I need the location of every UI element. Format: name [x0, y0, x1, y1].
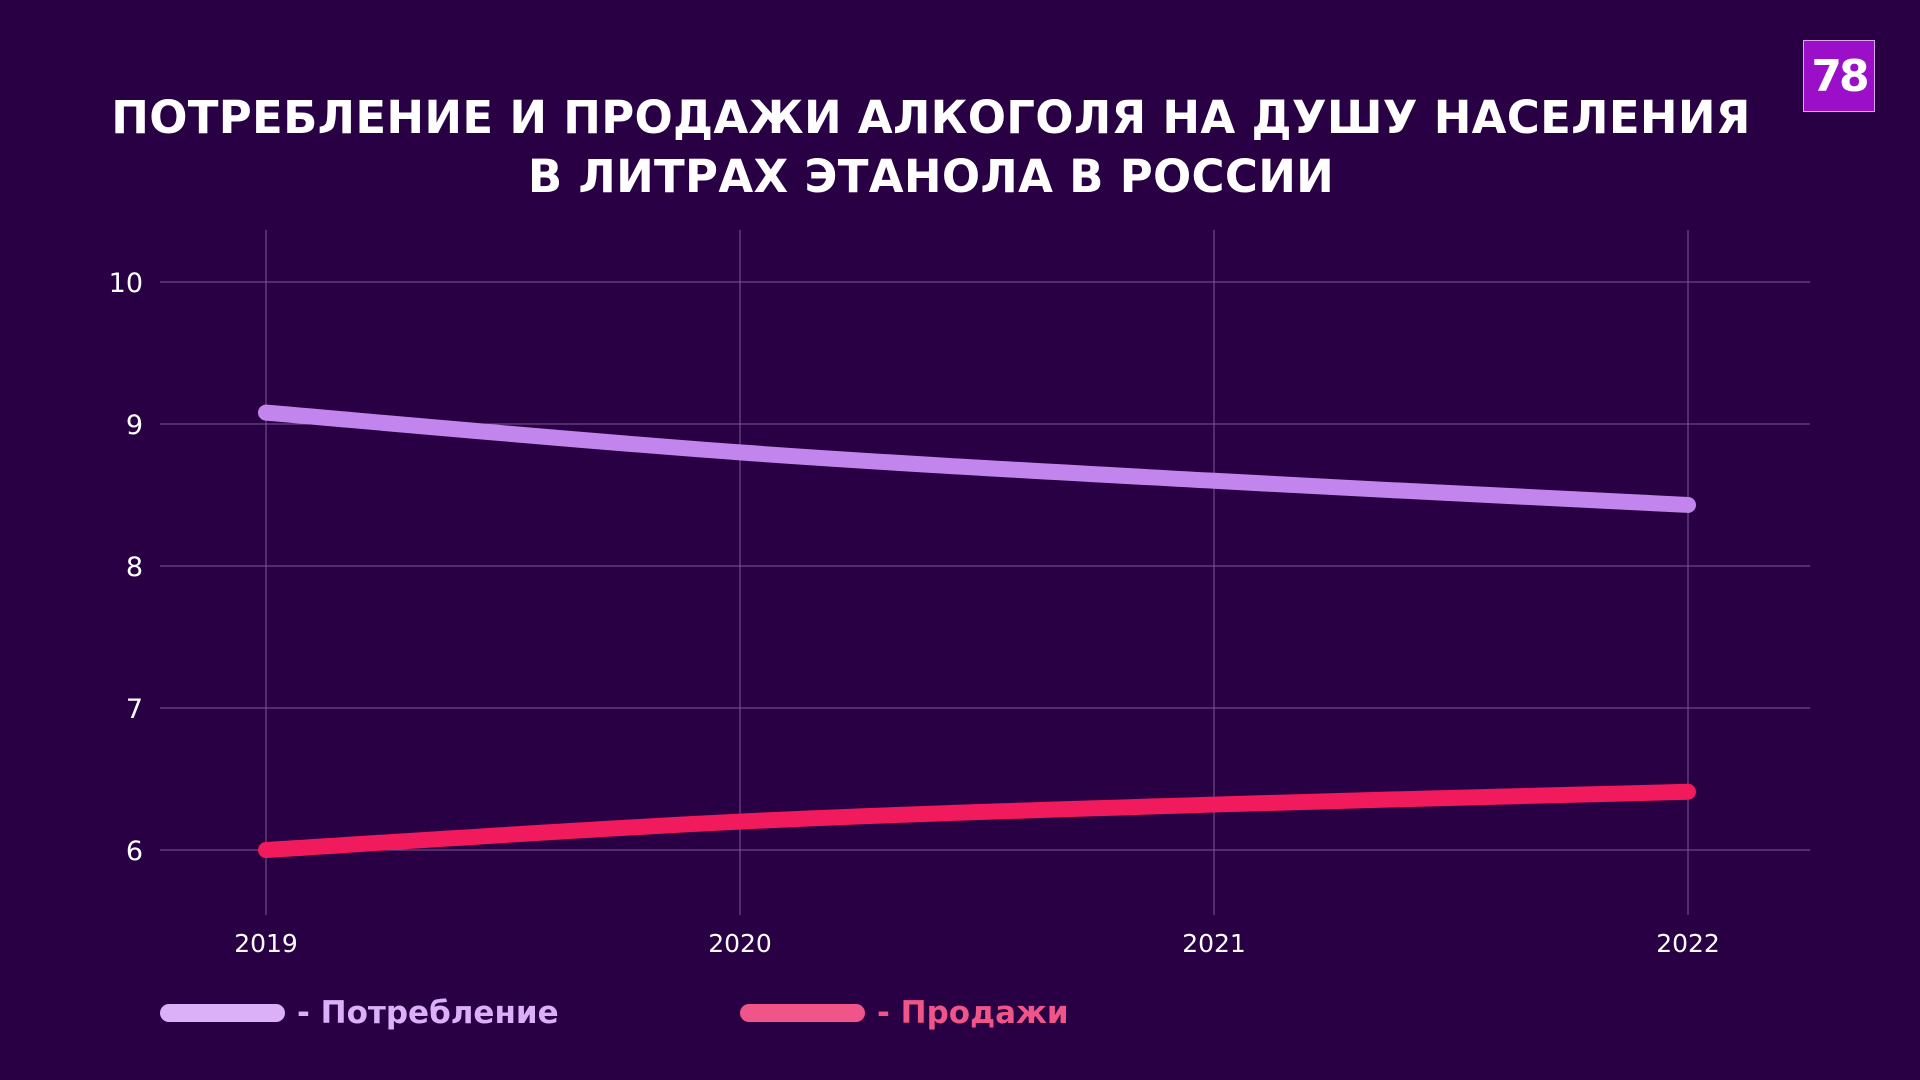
legend-label-sales: - Продажи	[877, 995, 1069, 1031]
chart-title: ПОТРЕБЛЕНИЕ И ПРОДАЖИ АЛКОГОЛЯ НА ДУШУ Н…	[0, 88, 1862, 206]
y-tick-label-7: 7	[126, 694, 143, 725]
legend-item-consumption: - Потребление	[160, 995, 559, 1031]
chart-title-line-1: ПОТРЕБЛЕНИЕ И ПРОДАЖИ АЛКОГОЛЯ НА ДУШУ Н…	[111, 91, 1751, 144]
x-tick-label-2019: 2019	[234, 929, 298, 958]
x-tick-label-2022: 2022	[1656, 929, 1720, 958]
series-line-sales	[258, 783, 1696, 858]
y-tick-label-8: 8	[126, 552, 143, 583]
x-tick-label-2021: 2021	[1182, 929, 1246, 958]
x-tick-label-2020: 2020	[708, 929, 772, 958]
legend-swatch-consumption	[160, 1004, 285, 1022]
legend-label-consumption: - Потребление	[297, 995, 559, 1031]
channel-78-logo: 78	[1803, 40, 1875, 112]
y-tick-label-10: 10	[109, 268, 143, 299]
chart-title-line-2: В ЛИТРАХ ЭТАНОЛА В РОССИИ	[527, 150, 1335, 203]
y-tick-label-6: 6	[126, 836, 143, 867]
y-tick-label-9: 9	[126, 410, 143, 441]
series-line-consumption	[258, 404, 1696, 513]
legend-item-sales: - Продажи	[740, 995, 1069, 1031]
legend-swatch-sales	[740, 1004, 865, 1022]
